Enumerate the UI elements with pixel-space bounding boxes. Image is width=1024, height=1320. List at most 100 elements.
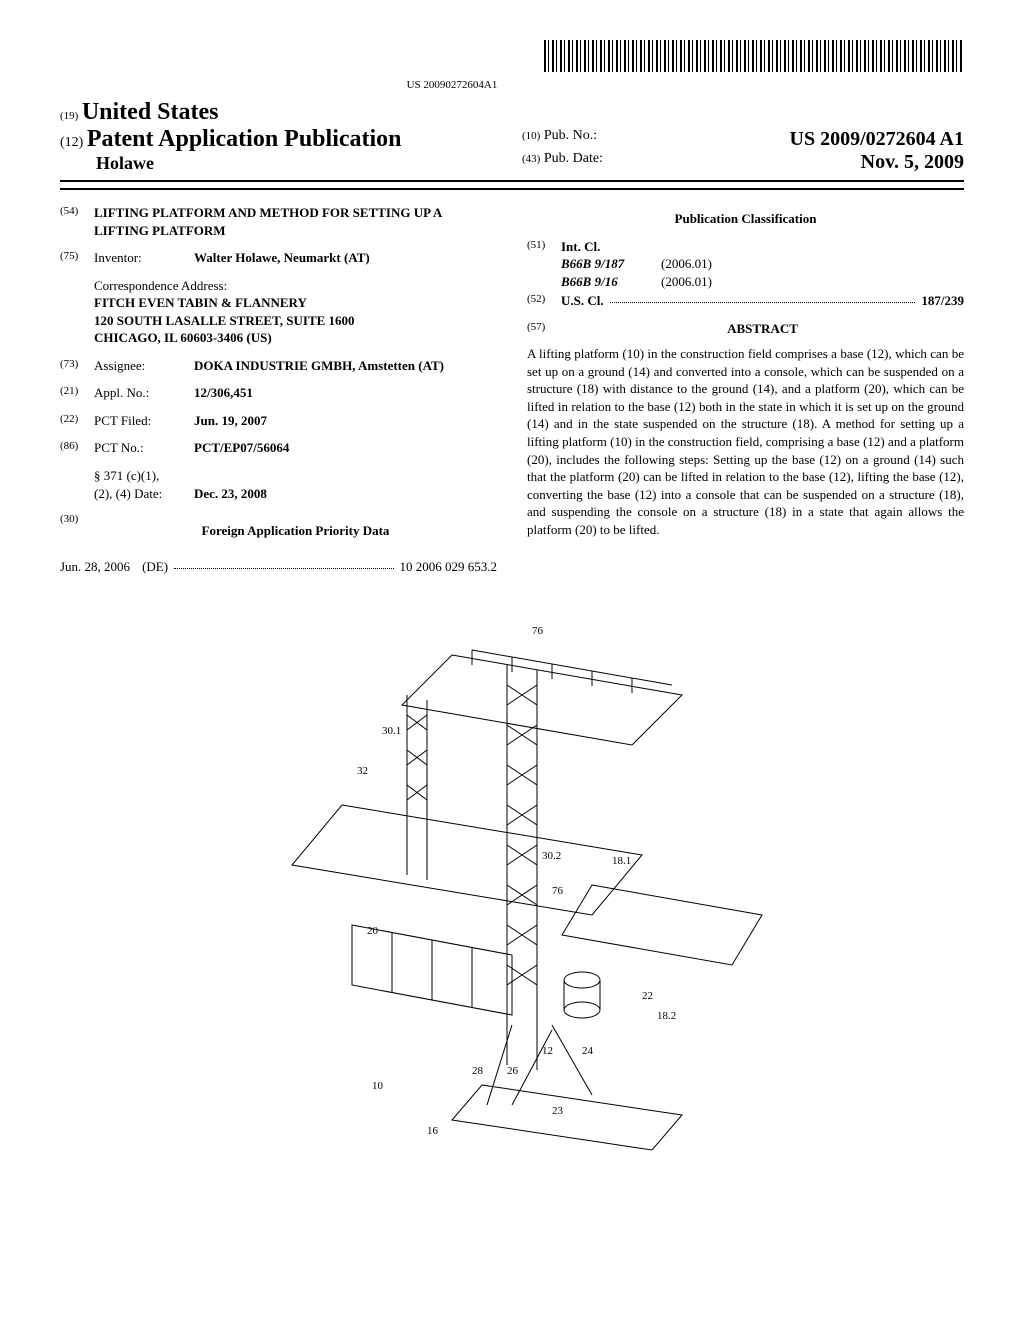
intcl-label: Int. Cl.	[561, 239, 600, 254]
inventor-value: Walter Holawe, Neumarkt (AT)	[194, 249, 497, 267]
intcl-row-1: B66B 9/187 (2006.01)	[561, 255, 964, 273]
ref-10: 10	[372, 1080, 383, 1092]
classification-heading: Publication Classification	[527, 210, 964, 228]
ref-22: 22	[642, 990, 653, 1002]
ref-20: 20	[367, 925, 378, 937]
pubdate-value: Nov. 5, 2009	[861, 151, 964, 174]
country-num: (19)	[60, 110, 78, 122]
uscl-field: (52) U.S. Cl. 187/239	[527, 292, 964, 310]
assignee-label: Assignee:	[94, 357, 194, 375]
priority-num: (30)	[60, 512, 94, 548]
ref-18-2: 18.2	[657, 1010, 676, 1022]
barcode-graphic	[544, 40, 964, 72]
right-column: Publication Classification (51) Int. Cl.…	[527, 204, 964, 575]
s371-label: § 371 (c)(1), (2), (4) Date:	[94, 467, 194, 502]
ref-16: 16	[427, 1125, 438, 1137]
assignee-field: (73) Assignee: DOKA INDUSTRIE GMBH, Amst…	[60, 357, 497, 375]
country-name: United States	[82, 99, 219, 125]
intcl-1-ver: (2006.01)	[661, 255, 712, 273]
pctno-label: PCT No.:	[94, 439, 194, 457]
ref-28: 28	[472, 1065, 483, 1077]
corr-line2: 120 SOUTH LASALLE STREET, SUITE 1600	[94, 312, 497, 330]
pctno-field: (86) PCT No.: PCT/EP07/56064	[60, 439, 497, 457]
header-row: (19) United States (12) Patent Applicati…	[60, 99, 964, 182]
corr-label: Correspondence Address:	[94, 277, 497, 295]
uscl-label: U.S. Cl.	[561, 292, 604, 310]
priority-cc: (DE)	[142, 558, 168, 576]
abstract-heading-row: (57) ABSTRACT	[527, 320, 964, 338]
ref-12: 12	[542, 1045, 553, 1057]
pubno-line: (10) Pub. No.: US 2009/0272604 A1	[522, 128, 964, 144]
applno-field: (21) Appl. No.: 12/306,451	[60, 384, 497, 402]
ref-76b: 76	[552, 885, 563, 897]
inventor-surname: Holawe	[60, 153, 502, 174]
ref-18-1: 18.1	[612, 855, 631, 867]
applno-label: Appl. No.:	[94, 384, 194, 402]
s371-value: Dec. 23, 2008	[194, 485, 497, 503]
ref-26: 26	[507, 1065, 518, 1077]
priority-data-row: Jun. 28, 2006 (DE) 10 2006 029 653.2	[60, 558, 497, 576]
intcl-2-code: B66B 9/16	[561, 273, 661, 291]
intcl-2-ver: (2006.01)	[661, 273, 712, 291]
pctno-num: (86)	[60, 439, 94, 457]
pubno-num: (10)	[522, 130, 540, 142]
intcl-num: (51)	[527, 238, 561, 291]
country-line: (19) United States	[60, 99, 502, 126]
left-column: (54) LIFTING PLATFORM AND METHOD FOR SET…	[60, 204, 497, 575]
biblio-columns: (54) LIFTING PLATFORM AND METHOD FOR SET…	[60, 204, 964, 575]
abstract-num: (57)	[527, 320, 561, 338]
header-divider	[60, 188, 964, 190]
ref-32: 32	[357, 765, 368, 777]
abstract-heading: ABSTRACT	[561, 320, 964, 338]
title-num: (54)	[60, 204, 94, 239]
pctfiled-num: (22)	[60, 412, 94, 430]
correspondence-block: Correspondence Address: FITCH EVEN TABIN…	[94, 277, 497, 347]
title-text: LIFTING PLATFORM AND METHOD FOR SETTING …	[94, 204, 497, 239]
intcl-field: (51) Int. Cl. B66B 9/187 (2006.01) B66B …	[527, 238, 964, 291]
ref-24: 24	[582, 1045, 593, 1057]
pctno-value: PCT/EP07/56064	[194, 439, 497, 457]
dotted-fill	[610, 292, 916, 303]
uscl-value: 187/239	[921, 292, 964, 310]
pctfiled-label: PCT Filed:	[94, 412, 194, 430]
title-field: (54) LIFTING PLATFORM AND METHOD FOR SET…	[60, 204, 497, 239]
intcl-1-code: B66B 9/187	[561, 255, 661, 273]
priority-heading-row: (30) Foreign Application Priority Data	[60, 512, 497, 548]
priority-app: 10 2006 029 653.2	[400, 558, 498, 576]
ref-23: 23	[552, 1105, 563, 1117]
pub-type: Patent Application Publication	[87, 126, 402, 152]
corr-line3: CHICAGO, IL 60603-3406 (US)	[94, 329, 497, 347]
ref-76a: 76	[532, 625, 543, 637]
pctfiled-field: (22) PCT Filed: Jun. 19, 2007	[60, 412, 497, 430]
inventor-num: (75)	[60, 249, 94, 267]
barcode-text: US 20090272604A1	[60, 79, 844, 91]
pubdate-num: (43)	[522, 153, 540, 165]
priority-date: Jun. 28, 2006	[60, 558, 130, 576]
uscl-num: (52)	[527, 292, 561, 310]
abstract-text: A lifting platform (10) in the construct…	[527, 345, 964, 538]
pubdate-line: (43) Pub. Date: Nov. 5, 2009	[522, 151, 964, 167]
priority-heading: Foreign Application Priority Data	[94, 522, 497, 540]
pctfiled-value: Jun. 19, 2007	[194, 412, 497, 430]
patent-figure: 76 30.1 32 30.2 18.1 76 20 22 18.2 12 24…	[252, 595, 772, 1165]
barcode-section: US 20090272604A1	[60, 40, 964, 91]
ref-30-2: 30.2	[542, 850, 561, 862]
applno-num: (21)	[60, 384, 94, 402]
s371-field: § 371 (c)(1), (2), (4) Date: Dec. 23, 20…	[60, 467, 497, 502]
applno-value: 12/306,451	[194, 384, 497, 402]
figure-svg	[252, 595, 772, 1165]
figure-area: 76 30.1 32 30.2 18.1 76 20 22 18.2 12 24…	[60, 595, 964, 1170]
inventor-field: (75) Inventor: Walter Holawe, Neumarkt (…	[60, 249, 497, 267]
pubno-value: US 2009/0272604 A1	[790, 128, 964, 151]
assignee-value: DOKA INDUSTRIE GMBH, Amstetten (AT)	[194, 357, 497, 375]
pubno-label: Pub. No.:	[544, 128, 597, 143]
pub-type-line: (12) Patent Application Publication	[60, 126, 502, 153]
corr-line1: FITCH EVEN TABIN & FLANNERY	[94, 294, 497, 312]
inventor-label: Inventor:	[94, 249, 194, 267]
pubdate-label: Pub. Date:	[544, 151, 603, 166]
ref-30-1: 30.1	[382, 725, 401, 737]
pub-type-num: (12)	[60, 135, 83, 150]
intcl-row-2: B66B 9/16 (2006.01)	[561, 273, 964, 291]
assignee-num: (73)	[60, 357, 94, 375]
dotted-fill	[174, 558, 393, 569]
